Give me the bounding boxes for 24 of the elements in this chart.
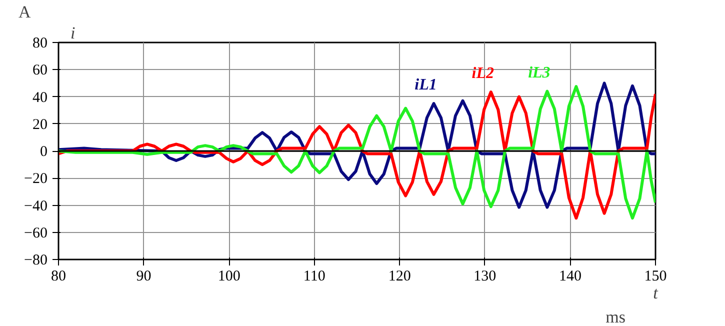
x-tick-label: 150 [644,268,667,284]
x-tick-label: 140 [558,268,582,284]
x-tick-label: 110 [303,268,326,284]
text: ms [606,308,626,326]
y-tick-label: −80 [24,252,48,268]
series-label: iL3 [528,64,550,82]
y-axis-title: i [70,24,76,42]
x-tick-label: 80 [51,268,66,284]
x-tick-label: 130 [474,268,496,284]
y-tick-label: −20 [24,171,48,188]
x-tick-label: 100 [218,268,240,284]
y-tick-label: −40 [24,198,48,214]
y-tick-label: 20 [32,116,48,133]
series-label: iL2 [472,65,494,82]
text: A [18,2,32,22]
y-tick-label: −60 [24,225,48,242]
y-tick-label: 60 [32,62,48,79]
y-tick-label: 0 [40,144,48,160]
x-tick-label: 90 [136,268,152,284]
series-label: iL1 [414,76,437,94]
y-tick-label: 40 [32,90,48,106]
x-axis-title: t [653,284,660,302]
x-tick-label: 120 [388,268,411,284]
y-tick-label: 80 [32,36,48,52]
